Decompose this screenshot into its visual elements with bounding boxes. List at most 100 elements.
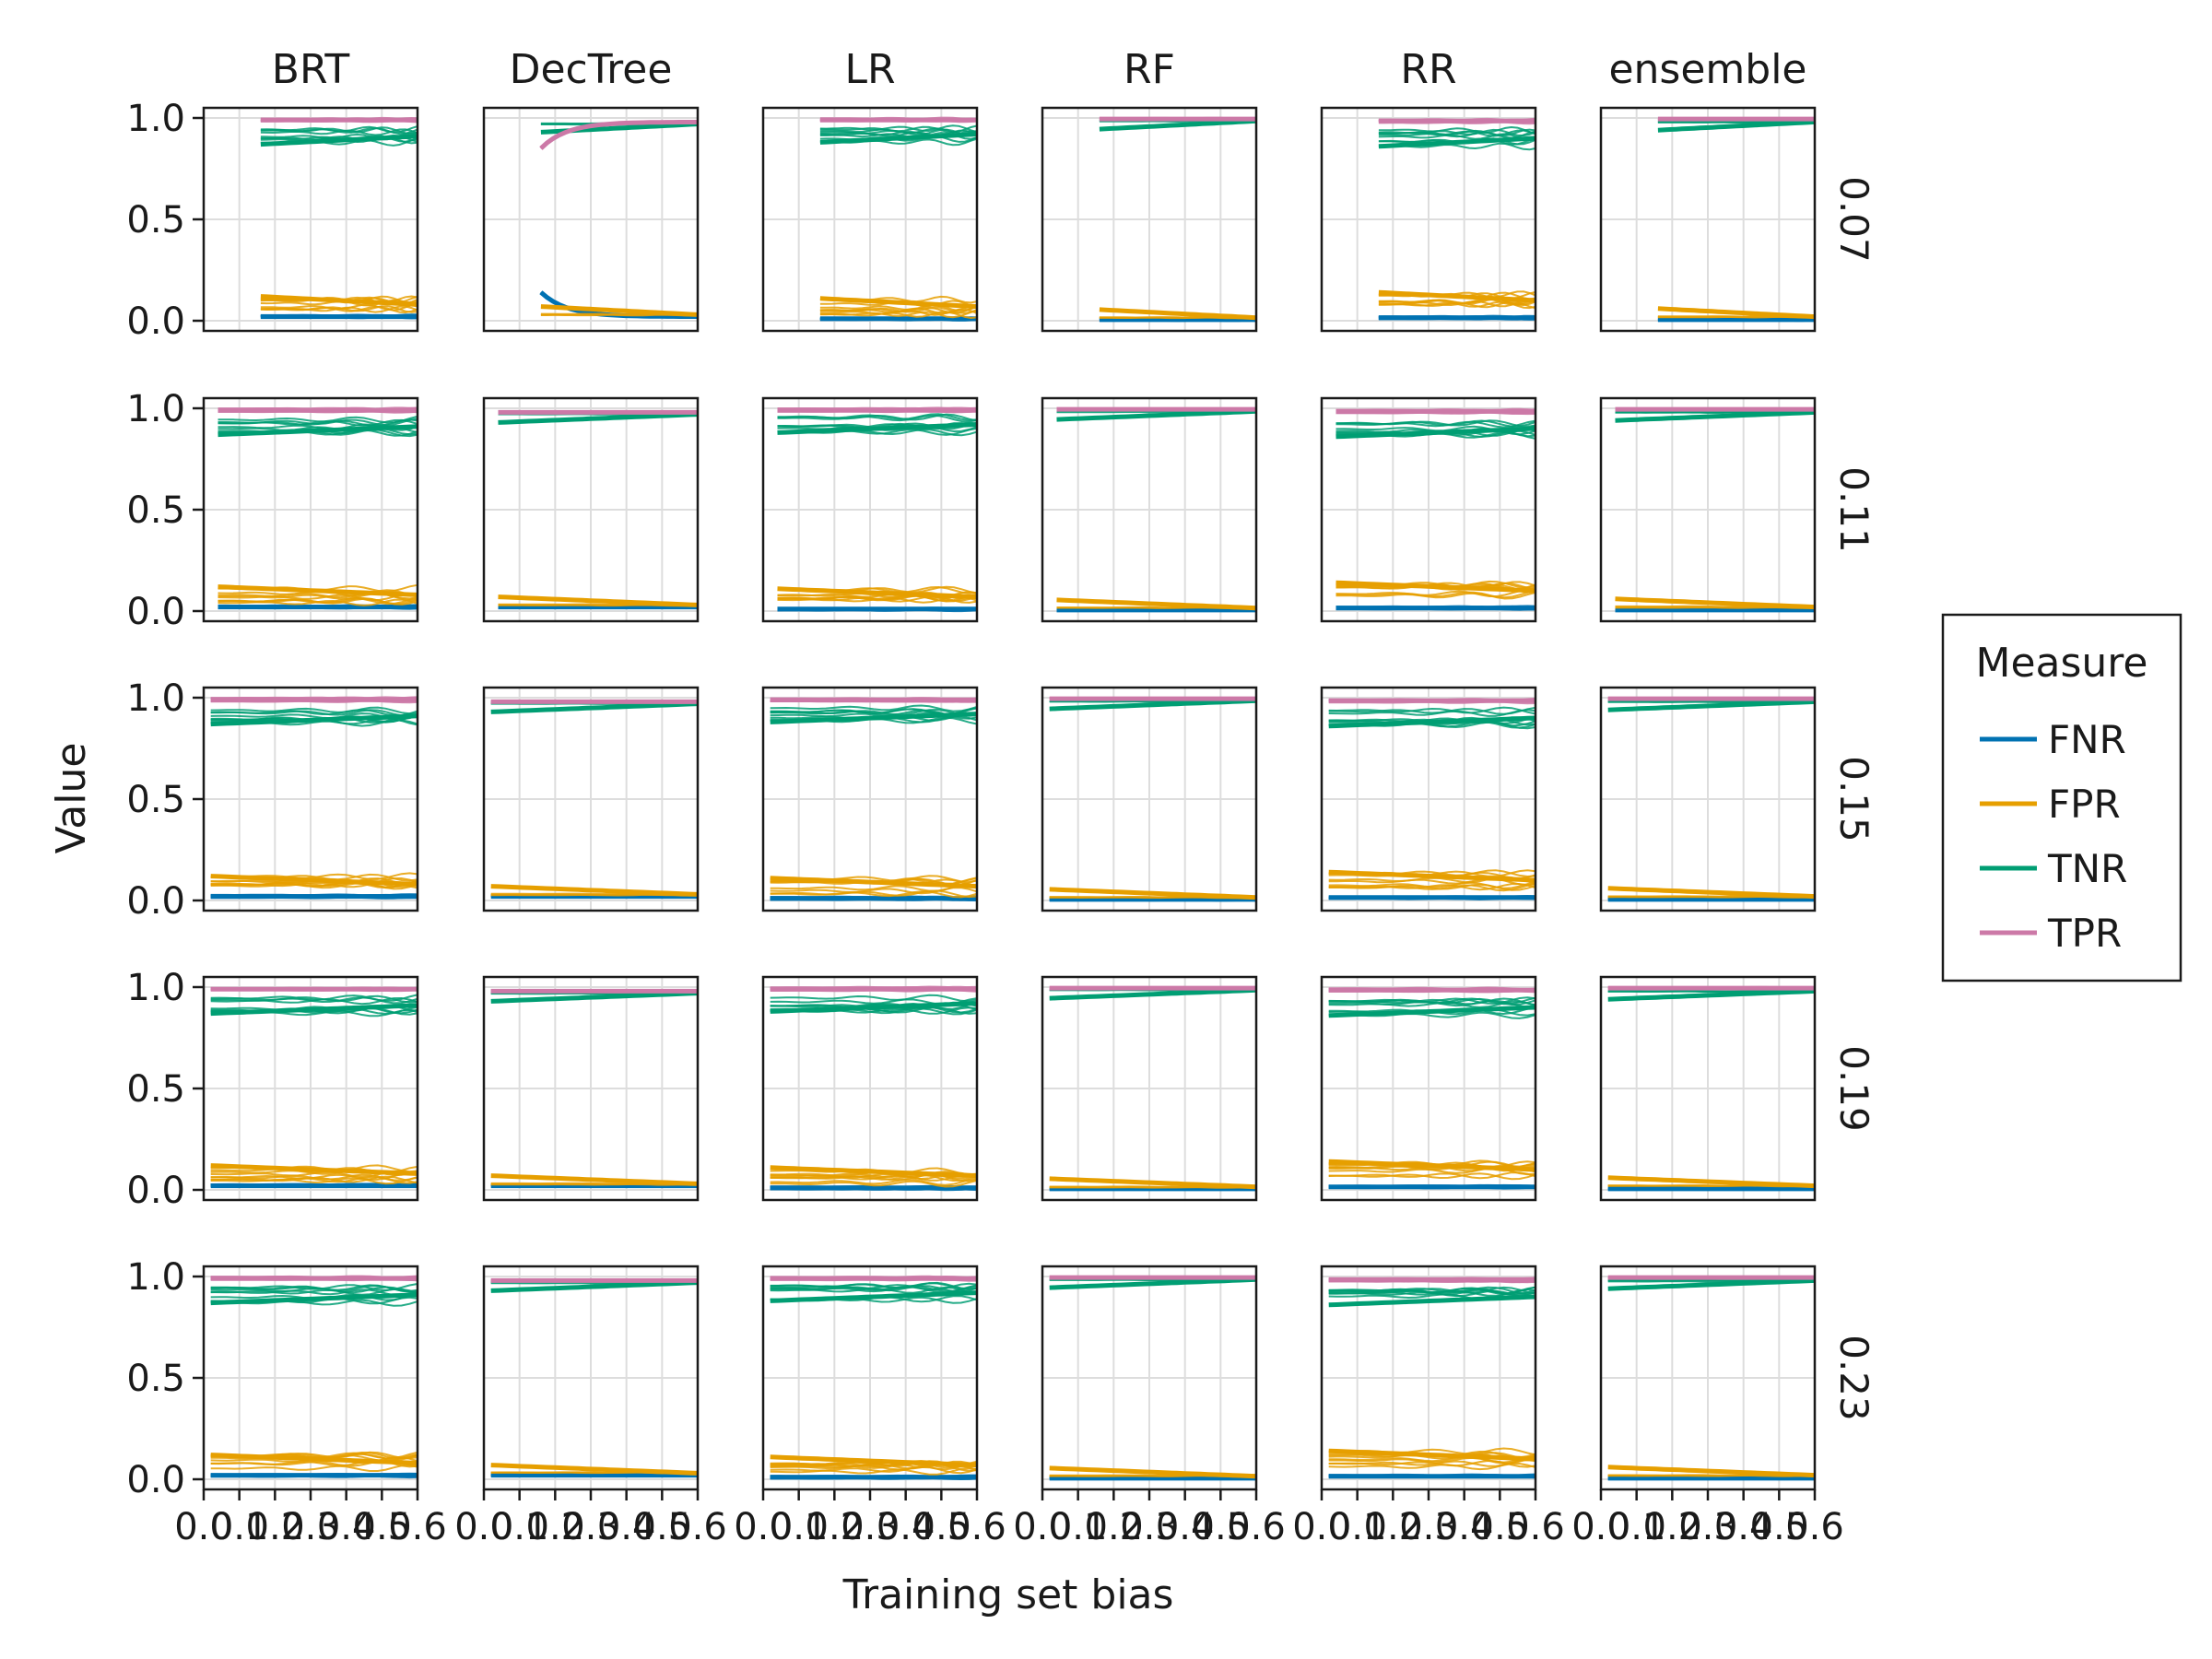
x-axis-label: Training set bias	[842, 1571, 1174, 1618]
x-tick-label: 0.3	[281, 1506, 340, 1548]
panel-frame	[482, 686, 700, 912]
x-tick-label: 0.3	[841, 1506, 900, 1548]
series-mean-fpr	[770, 876, 978, 889]
panel-frame	[1599, 686, 1817, 912]
series-mean-tnr	[770, 1290, 978, 1303]
series-line-fpr	[1335, 591, 1536, 600]
series-line-fpr	[210, 1176, 418, 1185]
series-mean-tnr	[1607, 1277, 1816, 1291]
series-mean-fpr	[1049, 1176, 1257, 1190]
series-line-fpr	[819, 306, 978, 314]
series-line-fpr	[1378, 297, 1536, 306]
series-mean-tnr	[819, 132, 978, 145]
series-line-tnr	[218, 415, 418, 424]
series-mean-tnr	[1378, 135, 1536, 149]
series-line-fpr	[770, 887, 978, 895]
x-tick-label: 0.0	[454, 1506, 513, 1548]
series-mean-tpr	[539, 120, 698, 150]
column-header: RF	[1124, 46, 1175, 93]
y-tick-label: 0.5	[126, 779, 185, 821]
panel-frame	[1041, 975, 1258, 1202]
y-tick-label: 0.5	[126, 489, 185, 532]
x-tick-label: 0.6	[1785, 1506, 1844, 1548]
panel-frame	[1599, 975, 1817, 1202]
y-tick-label: 1.0	[126, 98, 185, 140]
lines-layer	[210, 116, 1816, 1481]
series-line-fpr	[777, 594, 978, 603]
series-mean-fpr	[210, 1163, 418, 1176]
series-line-tnr	[1378, 128, 1536, 137]
x-tick-label: 0.1	[770, 1506, 829, 1548]
series-mean-tnr	[1607, 699, 1816, 712]
series-line-tnr	[1328, 1292, 1536, 1300]
x-tick-label: 0.1	[1049, 1506, 1108, 1548]
panel-frame	[761, 686, 979, 912]
x-tick-label: 0.4	[1714, 1506, 1773, 1548]
x-tick-label: 0.6	[947, 1506, 1006, 1548]
series-line-tnr	[1328, 709, 1536, 717]
series-line-tnr	[770, 994, 978, 1003]
series-mean-fpr	[1615, 596, 1816, 610]
y-tick-label: 0.0	[126, 300, 185, 343]
label-layer: 0.0 0.5 1.0 BRT DecTree LR RF RR ensemble 0.07 0.0…	[126, 46, 1877, 1548]
series-line-fpr	[1328, 1462, 1536, 1471]
series-mean-tnr	[210, 1003, 418, 1017]
series-line-fpr	[1049, 1185, 1257, 1189]
series-mean-tnr	[260, 134, 418, 147]
series-mean-fpr	[819, 296, 978, 310]
series-mean-fpr	[770, 1454, 978, 1468]
x-tick-label: 0.5	[1192, 1506, 1251, 1548]
series-line-fpr	[770, 889, 978, 899]
series-line-tnr	[210, 706, 418, 715]
x-tick-label: 0.3	[1120, 1506, 1179, 1548]
series-line-fpr	[210, 1173, 418, 1182]
series-mean-fpr	[1607, 1465, 1816, 1478]
column-header: RR	[1400, 46, 1456, 93]
y-tick-label: 0.5	[126, 199, 185, 241]
y-tick-label: 1.0	[126, 677, 185, 720]
series-mean-tnr	[1607, 988, 1816, 1002]
x-tick-label: 0.5	[1750, 1506, 1809, 1548]
x-tick-label: 0.6	[1227, 1506, 1286, 1548]
legend-label-fnr: FNR	[2048, 717, 2126, 762]
x-tick-label: 0.0	[1013, 1506, 1072, 1548]
series-mean-fpr	[1607, 886, 1816, 900]
series-line-fpr	[260, 305, 418, 313]
y-tick-label: 0.5	[126, 1068, 185, 1111]
x-tick-label: 0.2	[246, 1506, 305, 1548]
series-mean-fpr	[1056, 597, 1257, 611]
series-line-tnr	[1378, 125, 1536, 135]
series-mean-tnr	[1615, 409, 1816, 423]
frame-layer	[193, 106, 1817, 1500]
series-line-tnr	[1328, 706, 1536, 715]
series-line-fpr	[770, 890, 978, 899]
grid-layer	[203, 108, 1816, 1489]
panel-frame	[1320, 396, 1537, 623]
x-tick-label: 0.1	[210, 1506, 269, 1548]
series-mean-fpr	[770, 1165, 978, 1179]
y-tick-label: 0.0	[126, 880, 185, 923]
x-tick-label: 0.6	[1506, 1506, 1565, 1548]
x-tick-label: 0.4	[877, 1506, 935, 1548]
x-tick-label: 0.0	[1292, 1506, 1351, 1548]
panel-frame	[761, 106, 979, 333]
legend-label-tnr: TNR	[2047, 846, 2127, 891]
x-tick-label: 0.4	[597, 1506, 656, 1548]
series-mean-fpr	[1099, 307, 1257, 321]
series-mean-fpr	[1049, 887, 1257, 900]
series-mean-tnr	[218, 424, 418, 438]
series-line-fpr	[218, 593, 418, 601]
series-line-tnr	[1328, 1286, 1536, 1295]
panel-frame	[1320, 106, 1537, 333]
x-tick-label: 0.4	[1435, 1506, 1494, 1548]
series-mean-tnr	[770, 1001, 978, 1014]
series-line-fpr	[1328, 881, 1536, 889]
x-tick-label: 0.3	[561, 1506, 620, 1548]
legend: Measure FNR FPR TNR TPR	[1941, 613, 2183, 982]
series-line-fpr	[770, 1465, 978, 1475]
series-mean-fpr	[1335, 580, 1536, 594]
series-mean-tnr	[490, 991, 699, 1004]
series-mean-tnr	[498, 412, 699, 425]
x-tick-label: 0.2	[526, 1506, 585, 1548]
series-mean-fpr	[490, 884, 699, 897]
